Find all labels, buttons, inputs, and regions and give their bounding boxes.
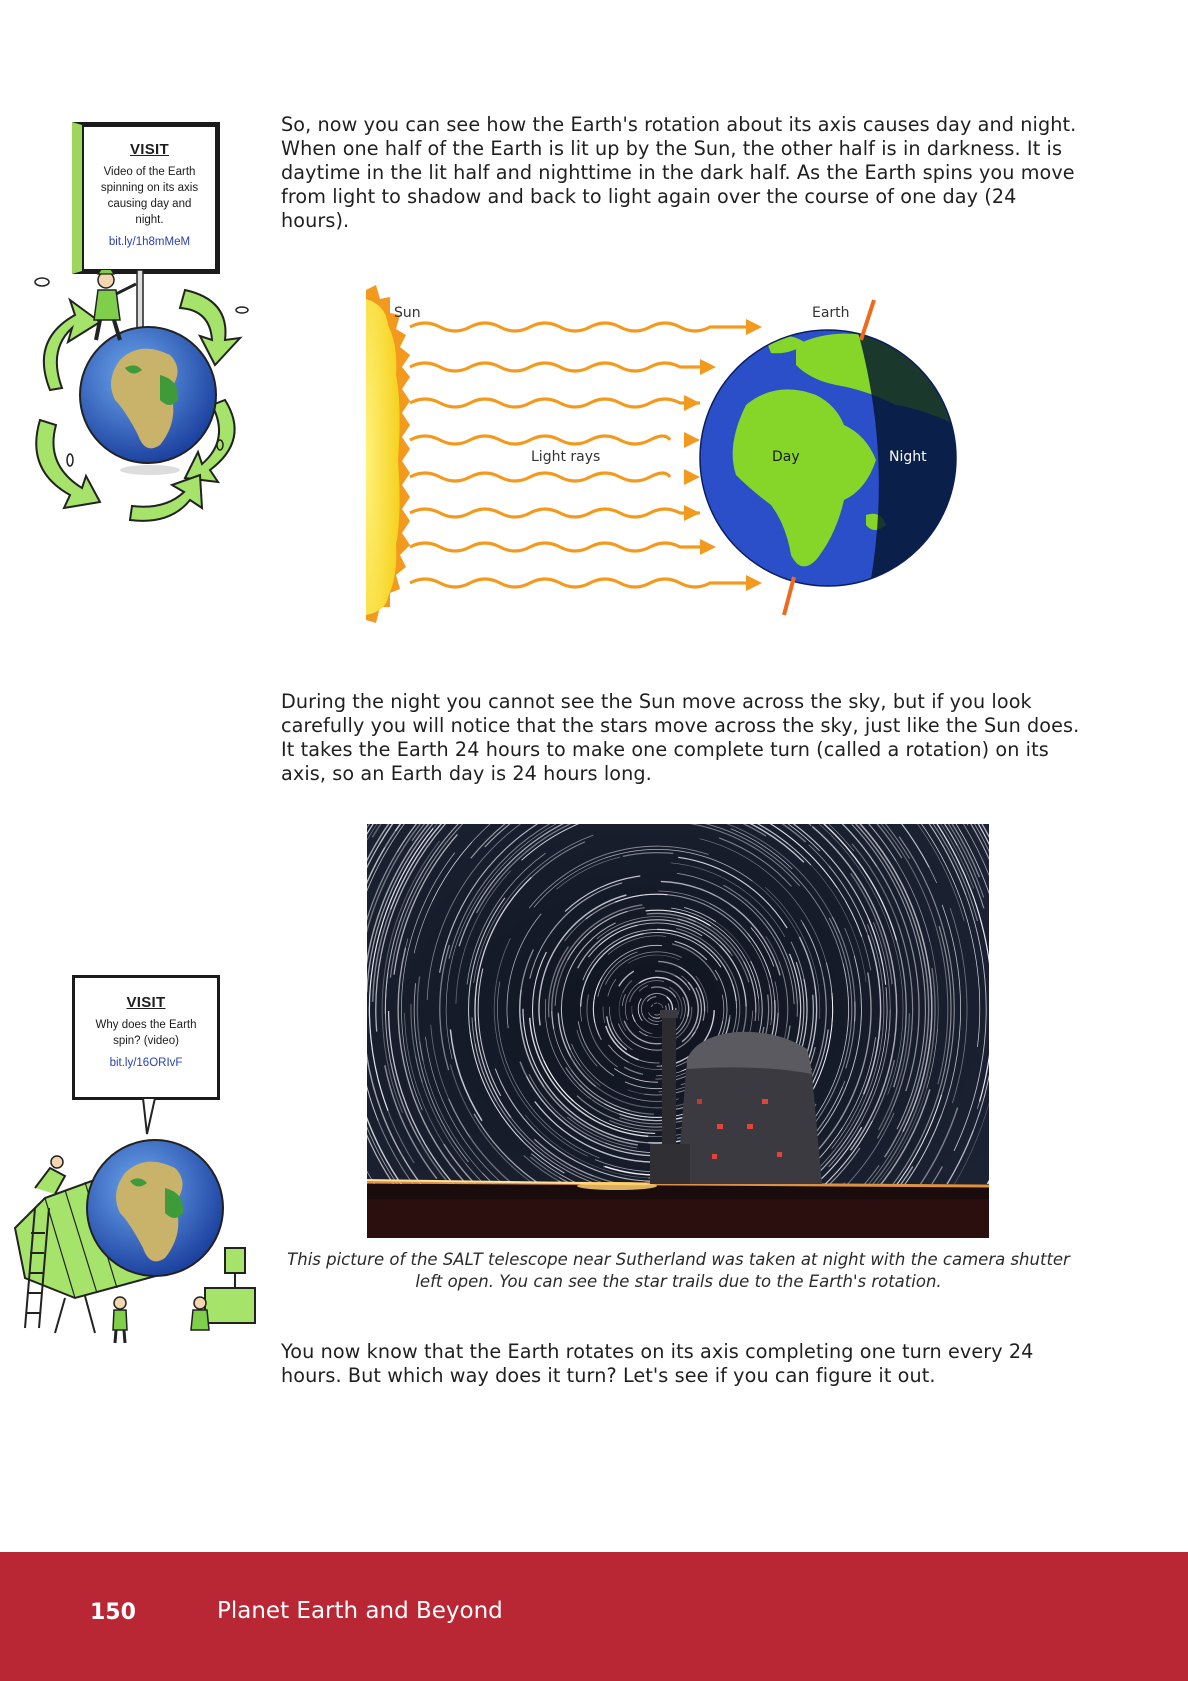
paragraph-which-way: You now know that the Earth rotates on i… — [281, 1340, 1034, 1387]
earth-label: Earth — [812, 305, 850, 321]
light-rays — [409, 321, 752, 589]
day-label: Day — [772, 449, 800, 465]
visit-title: VISIT — [126, 994, 166, 1011]
salt-telescope-star-trails-photo — [367, 824, 989, 1238]
light-rays-label: Light rays — [531, 449, 600, 465]
paragraph-rotation-day-night: So, now you can see how the Earth's rota… — [281, 113, 1077, 232]
visit-sign: VISIT Video of the Earth spinning on its… — [72, 122, 220, 274]
telescope-earth-illustration — [13, 1098, 256, 1344]
page-number: 150 — [90, 1600, 136, 1625]
visit-description: Video of the Earth spinning on its axis … — [100, 166, 199, 226]
visit-speech-bubble: VISIT Why does the Earth spin? (video) b… — [72, 975, 220, 1100]
paragraph-stars-move: During the night you cannot see the Sun … — [281, 690, 1080, 785]
visit-description: Why does the Earth spin? (video) — [95, 1019, 197, 1047]
earth-axis — [859, 299, 876, 341]
spinning-earth-illustration — [34, 270, 249, 522]
night-label: Night — [889, 449, 927, 465]
sun-label: Sun — [394, 305, 421, 321]
visit-link[interactable]: bit.ly/1h8mMeM — [108, 236, 191, 248]
chapter-title: Planet Earth and Beyond — [217, 1598, 503, 1624]
visit-link[interactable]: bit.ly/16ORIvF — [109, 1057, 183, 1069]
visit-title: VISIT — [129, 141, 169, 158]
page-footer: 150 Planet Earth and Beyond — [0, 1552, 1188, 1681]
day-night-diagram: Sun Light rays Earth — [366, 285, 957, 623]
photo-caption: This picture of the SALT telescope near … — [287, 1250, 1070, 1291]
